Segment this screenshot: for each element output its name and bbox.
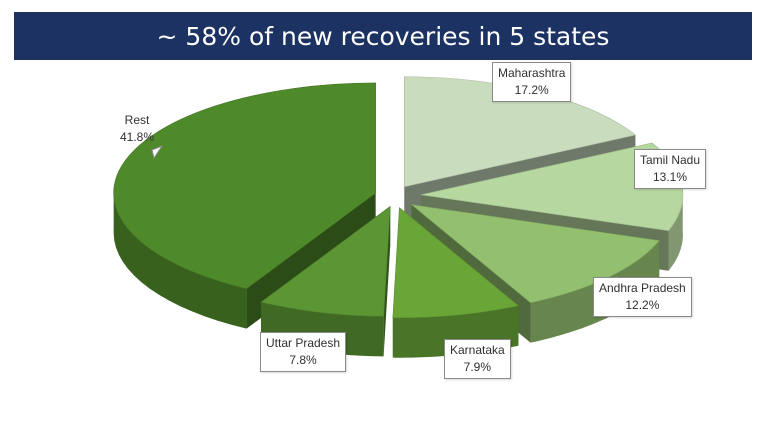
label-rest: Rest 41.8% <box>120 112 154 146</box>
label-maharashtra: Maharashtra 17.2% <box>492 62 572 102</box>
pie-slice-rim <box>113 193 247 329</box>
pie-slice-rim <box>668 190 683 271</box>
label-tamil-nadu-value: 13.1% <box>653 170 688 184</box>
label-andhra-pradesh-name: Andhra Pradesh <box>599 281 686 295</box>
label-karnataka: Karnataka 7.9% <box>444 339 511 379</box>
pie-slice-top <box>260 205 391 317</box>
pie-slice-uttar-pradesh <box>260 205 391 357</box>
label-andhra-pradesh-value: 12.2% <box>625 298 660 312</box>
label-maharashtra-name: Maharashtra <box>498 66 566 80</box>
label-tamil-nadu: Tamil Nadu 13.1% <box>634 149 707 189</box>
label-rest-name: Rest <box>124 113 150 127</box>
label-karnataka-value: 7.9% <box>463 360 492 374</box>
pie-slice-top <box>392 207 520 318</box>
label-tamil-nadu-name: Tamil Nadu <box>640 153 701 167</box>
title-banner: ~ 58% of new recoveries in 5 states <box>14 12 752 60</box>
label-uttar-pradesh: Uttar Pradesh 7.8% <box>260 332 347 372</box>
chart-title: ~ 58% of new recoveries in 5 states <box>156 21 610 51</box>
label-rest-value: 41.8% <box>120 130 155 144</box>
label-uttar-pradesh-name: Uttar Pradesh <box>266 336 341 350</box>
label-uttar-pradesh-value: 7.8% <box>289 353 317 367</box>
label-maharashtra-value: 17.2% <box>514 83 549 97</box>
rest-label-pointer <box>151 144 164 160</box>
label-karnataka-name: Karnataka <box>450 343 505 357</box>
label-andhra-pradesh: Andhra Pradesh 12.2% <box>593 277 692 317</box>
pie-slice-top <box>113 82 376 289</box>
